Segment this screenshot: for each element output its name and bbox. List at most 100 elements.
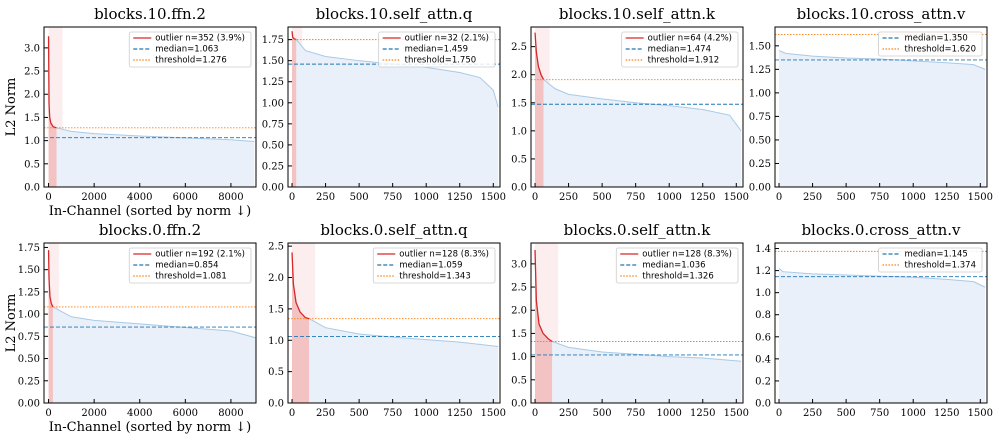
norm-line [52, 306, 256, 339]
x-tick-label: 250 [803, 408, 822, 419]
y-axis-label: L2 Norm [4, 294, 19, 353]
y-tick-label: 1.2 [755, 266, 771, 277]
legend: outlier n=192 (2.1%)median=0.854threshol… [128, 247, 252, 284]
x-tick-label: 6000 [173, 408, 198, 419]
x-tick-label: 1500 [481, 408, 506, 419]
x-tick-label: 1250 [934, 408, 959, 419]
subplot-title: blocks.0.self_attn.k [564, 221, 712, 239]
outlier-area [535, 32, 544, 187]
x-tick-label: 0 [45, 192, 51, 203]
x-tick-label: 1250 [690, 408, 715, 419]
outlier-line [291, 252, 310, 320]
legend-box [372, 247, 496, 284]
plot-area [775, 250, 987, 403]
legend-label: outlier n=192 (2.1%) [155, 250, 245, 260]
y-tick-label: 1.25 [749, 65, 771, 76]
y-tick-label: 0.50 [749, 135, 771, 146]
subplot-title: blocks.10.self_attn.k [559, 5, 716, 23]
legend-label: median=1.036 [642, 261, 705, 271]
y-tick-label: 1.0 [268, 336, 284, 347]
legend-label: threshold=1.343 [399, 272, 471, 282]
y-tick-label: 1.50 [749, 41, 771, 52]
legend-label: outlier n=32 (2.1%) [405, 34, 489, 44]
x-tick-label: 750 [870, 408, 889, 419]
subplot: 0 250 500 750 1000 1250 1500 0.0 0.5 1.0 1.5 2.0 2.5… [511, 5, 749, 203]
legend-label: outlier n=128 (8.3%) [399, 250, 489, 260]
axes-frame [530, 26, 744, 188]
x-tick-label: 1500 [968, 192, 993, 203]
x-tick-label: 1000 [900, 192, 925, 203]
x-tick-label: 0 [289, 408, 295, 419]
legend-label: threshold=1.620 [905, 45, 977, 55]
legend: outlier n=64 (4.2%)median=1.474threshold… [621, 31, 739, 68]
axes-frame [774, 242, 988, 404]
legend-box [128, 247, 252, 284]
x-tick-label: 0 [289, 192, 295, 203]
axes-frame [530, 242, 744, 404]
y-tick-label: 1.0 [511, 126, 527, 137]
y-tick-label: 1.25 [18, 287, 40, 298]
y-tick-label: 0.50 [18, 354, 40, 365]
legend-label: median=1.459 [405, 45, 468, 55]
norm-area [52, 306, 256, 403]
outlier-line [47, 250, 54, 308]
y-tick-label: 0.75 [262, 119, 284, 130]
y-tick-label: 2.0 [24, 90, 40, 101]
y-tick-label: 3.0 [511, 259, 527, 270]
y-tick-label: 0.4 [755, 354, 771, 365]
norm-area [309, 318, 499, 403]
y-tick-label: 0.5 [268, 367, 284, 378]
norm-line [552, 341, 742, 362]
y-tick-label: 0.25 [749, 159, 771, 170]
y-tick-label: 1.5 [511, 329, 527, 340]
legend-label: outlier n=352 (3.9%) [155, 34, 245, 44]
x-tick-label: 750 [626, 192, 645, 203]
norm-area [779, 50, 986, 187]
y-tick-label: 0.00 [262, 183, 284, 194]
subplot-title: blocks.0.cross_attn.v [801, 221, 961, 239]
y-tick-label: 1.00 [749, 88, 771, 99]
x-tick-label: 250 [316, 408, 335, 419]
plot-area [531, 243, 743, 403]
legend-label: outlier n=128 (8.3%) [642, 250, 732, 260]
y-tick-label: 1.0 [511, 352, 527, 363]
y-tick-label: 0.5 [24, 159, 40, 170]
x-tick-label: 750 [870, 192, 889, 203]
legend-label: median=1.059 [399, 261, 462, 271]
x-tick-label: 500 [837, 192, 856, 203]
x-tick-label: 250 [559, 408, 578, 419]
y-tick-label: 2.0 [268, 273, 284, 284]
plot-area [44, 243, 256, 403]
subplot: 0 2000 4000 6000 8000 0.0 0.5 1.0 1.5 2.0 2.5 3.0 bl… [4, 5, 257, 219]
legend-label: threshold=1.374 [905, 261, 977, 271]
y-tick-label: 2.5 [24, 67, 40, 78]
x-tick-label: 500 [837, 408, 856, 419]
outlier-area [292, 31, 297, 187]
y-tick-label: 1.5 [268, 304, 284, 315]
x-tick-label: 750 [626, 408, 645, 419]
axes-frame [287, 26, 501, 188]
y-tick-label: 0.25 [18, 376, 40, 387]
subplot-title: blocks.0.ffn.2 [99, 221, 201, 239]
y-tick-label: 1.50 [262, 56, 284, 67]
axes-frame [774, 26, 988, 188]
norm-area [56, 127, 255, 187]
x-tick-label: 6000 [173, 192, 198, 203]
legend-label: threshold=1.081 [155, 272, 227, 282]
legend: outlier n=352 (3.9%)median=1.063threshol… [128, 31, 252, 68]
x-tick-label: 250 [316, 192, 335, 203]
norm-line [308, 318, 499, 348]
outlier-area [48, 250, 53, 403]
x-tick-label: 250 [559, 192, 578, 203]
legend-label: threshold=1.326 [642, 272, 714, 282]
x-tick-label: 1500 [724, 192, 749, 203]
x-tick-label: 8000 [218, 408, 243, 419]
y-tick-label: 2.5 [511, 42, 527, 53]
x-tick-label: 4000 [127, 192, 152, 203]
x-tick-label: 1250 [934, 192, 959, 203]
axes-frame [43, 26, 257, 188]
y-tick-label: 0.00 [18, 399, 40, 410]
legend-label: threshold=1.750 [405, 56, 477, 66]
subplot: 0 250 500 750 1000 1250 1500 0.00 0.25 0.50 0.75 1.… [262, 5, 506, 203]
